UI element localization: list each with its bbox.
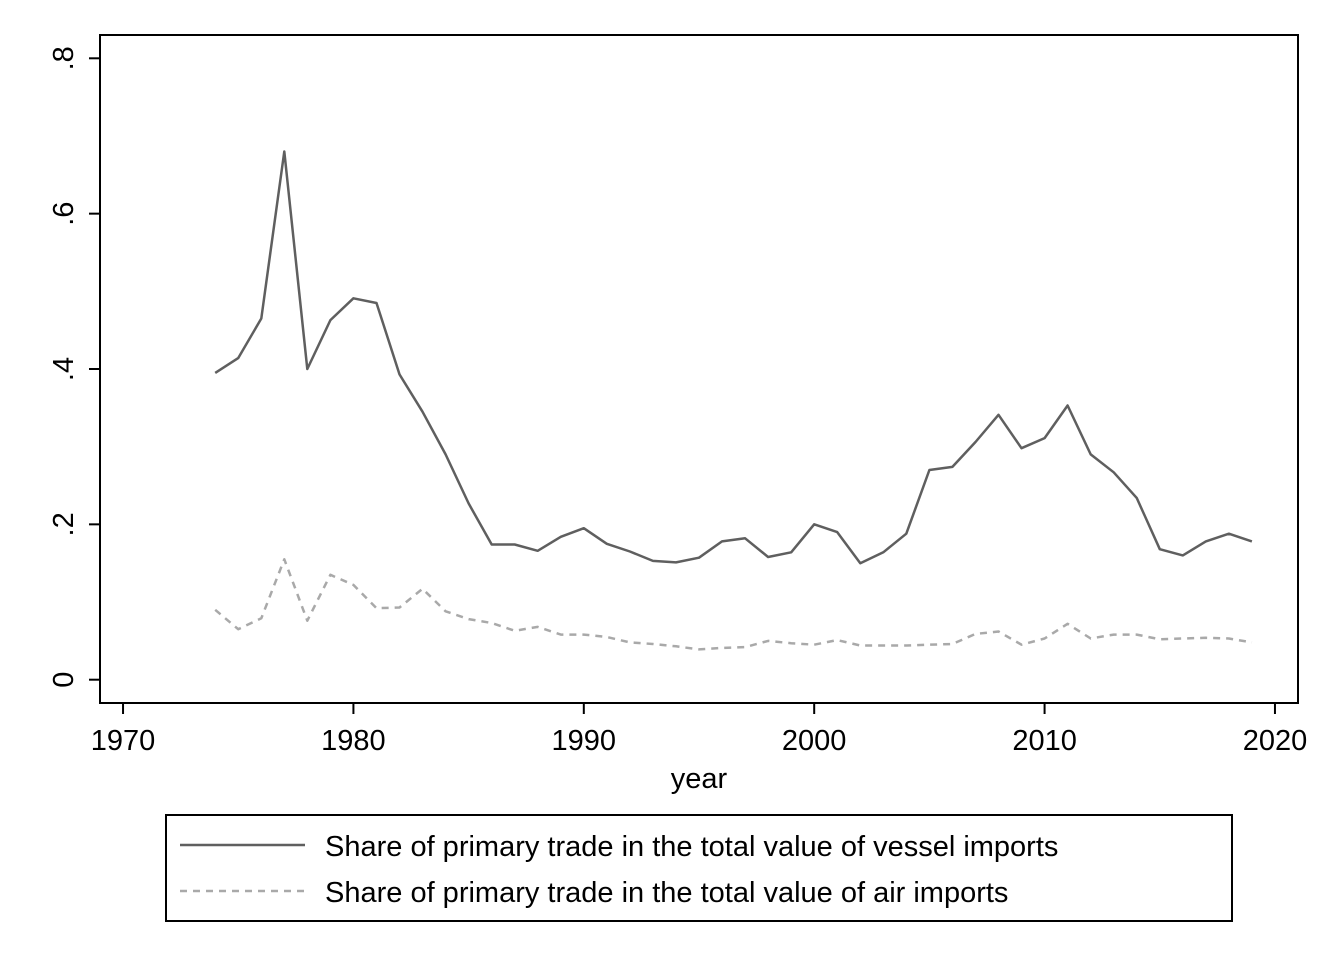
- y-tick-label: .4: [48, 357, 80, 381]
- legend-frame: [165, 814, 1233, 922]
- y-axis: 0 .2 .4 .6 .8: [48, 46, 100, 688]
- legend: Share of primary trade in the total valu…: [165, 814, 1233, 922]
- x-tick-label: 1990: [552, 725, 617, 757]
- x-tick-label: 2000: [782, 725, 847, 757]
- plot-area-frame: [99, 34, 1299, 704]
- x-tick-label: 1980: [321, 725, 386, 757]
- x-tick-label: 2010: [1012, 725, 1077, 757]
- x-tick-label: 2020: [1243, 725, 1308, 757]
- x-axis: 1970 1980 1990 2000 2010 2020: [91, 703, 1307, 757]
- series-line-vessel: [214, 150, 1253, 565]
- y-tick-label: .2: [48, 512, 80, 536]
- x-axis-title: year: [671, 763, 728, 795]
- series-line-air: [214, 558, 1253, 651]
- y-tick-label: .6: [48, 202, 80, 226]
- x-tick-label: 1970: [91, 725, 156, 757]
- series-layer: [214, 150, 1253, 651]
- legend-label-air: Share of primary trade in the total valu…: [325, 877, 1008, 909]
- y-tick-label: 0: [48, 672, 80, 688]
- legend-label-vessel: Share of primary trade in the total valu…: [325, 831, 1058, 863]
- y-tick-label: .8: [48, 46, 80, 70]
